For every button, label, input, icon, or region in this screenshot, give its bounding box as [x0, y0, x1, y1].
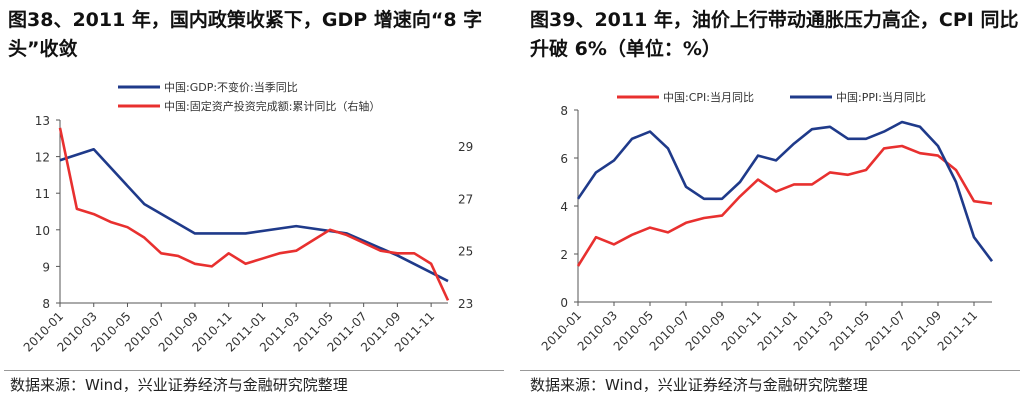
- y-tick-label: 8: [42, 297, 50, 311]
- series-line: [58, 127, 450, 301]
- y-tick-label: 6: [560, 152, 568, 166]
- y-tick-label: 0: [560, 296, 568, 310]
- right-source-note: 数据来源：Wind，兴业证券经济与金融研究院整理: [530, 376, 868, 394]
- y-tick-label: 4: [560, 200, 568, 214]
- y2-tick-label: 25: [458, 245, 473, 259]
- legend-label: 中国:固定资产投资完成额:累计同比（右轴）: [164, 99, 380, 113]
- y-tick-label: 2: [560, 248, 568, 262]
- legend-label: 中国:CPI:当月同比: [663, 90, 754, 104]
- y2-tick-label: 23: [458, 297, 473, 311]
- gdp-fai-chart: 8910111213232527292010-012010-032010-052…: [21, 80, 474, 355]
- divider: [4, 370, 504, 371]
- y2-tick-label: 27: [458, 192, 473, 206]
- series-line: [576, 120, 994, 262]
- left-source-note: 数据来源：Wind，兴业证券经济与金融研究院整理: [10, 376, 348, 394]
- right-chart-title: 图39、2011 年，油价上行带动通胀压力高企，CPI 同比升破 6%（单位：%…: [530, 9, 1019, 60]
- y-tick-label: 12: [35, 151, 50, 165]
- divider: [520, 370, 1020, 371]
- left-chart-title: 图38、2011 年，国内政策收紧下，GDP 增速向“8 字头”收敛: [8, 9, 483, 60]
- y2-tick-label: 29: [458, 140, 473, 154]
- y-tick-label: 10: [35, 224, 50, 238]
- y-tick-label: 13: [35, 114, 50, 128]
- series-line: [576, 144, 993, 267]
- legend-label: 中国:GDP:不变价:当季同比: [164, 80, 298, 94]
- y-tick-label: 9: [42, 260, 50, 274]
- cpi-ppi-chart: 024682010-012010-032010-052010-072010-09…: [539, 90, 994, 354]
- y-tick-label: 11: [35, 187, 50, 201]
- y-tick-label: 8: [560, 104, 568, 118]
- x-tick-label: 2011-11: [935, 308, 980, 353]
- legend-label: 中国:PPI:当月同比: [836, 90, 926, 104]
